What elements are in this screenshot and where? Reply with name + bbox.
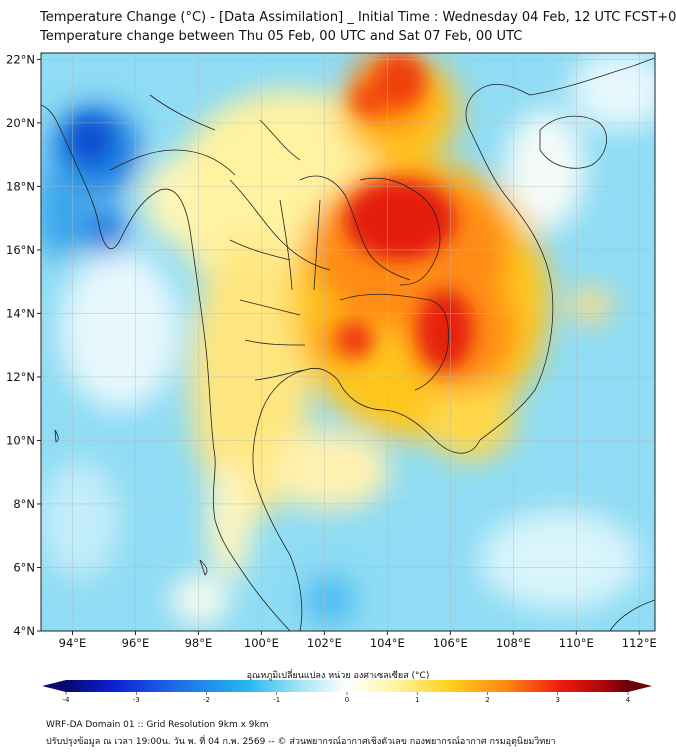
- lon-label: 110°E: [559, 636, 594, 650]
- colorbar-tick-label: 0: [345, 696, 349, 704]
- map-subtitle: Temperature change between Thu 05 Feb, 0…: [40, 29, 523, 44]
- lat-label: 10°N: [6, 433, 35, 447]
- lon-label: 102°E: [307, 636, 342, 650]
- lon-label: 106°E: [433, 636, 468, 650]
- colorbar-min-extend: [42, 680, 66, 692]
- lat-label: 14°N: [6, 306, 35, 320]
- colorbar-tick-label: -3: [133, 696, 140, 704]
- lat-label: 12°N: [6, 370, 35, 384]
- colorbar-tick-label: -1: [273, 696, 280, 704]
- lat-label: 4°N: [13, 624, 35, 638]
- map-title: Temperature Change (°C) - [Data Assimila…: [40, 10, 676, 25]
- colorbar-tick-label: -4: [63, 696, 71, 704]
- longitude-labels: 94°E 96°E 98°E 100°E 102°E 104°E 106°E 108°E 110…: [59, 631, 657, 650]
- colorbar-tick-label: -2: [203, 696, 210, 704]
- coastlines-and-borders: [41, 57, 655, 631]
- map-frame: [40, 52, 656, 632]
- lon-label: 112°E: [622, 636, 657, 650]
- colorbar-max-extend: [628, 680, 652, 692]
- colorbar-tick-label: 4: [626, 696, 631, 704]
- colorbar-tick-label: 2: [485, 696, 489, 704]
- colorbar-ramp: [66, 680, 628, 692]
- model-info: WRF-DA Domain 01 :: Grid Resolution 9km …: [46, 720, 269, 730]
- colorbar-label: อุณหภูมิเปลี่ยนแปลง หน่วย องศาเซลเซียส (…: [246, 671, 430, 681]
- credit-line: ปรับปรุงข้อมูล ณ เวลา 19:00น. วัน พ. ที่…: [46, 737, 556, 747]
- colorbar: -4 -3 -2 -1 0 1 2 3 4: [42, 680, 652, 704]
- lon-label: 108°E: [496, 636, 531, 650]
- lon-label: 104°E: [370, 636, 405, 650]
- lat-label: 16°N: [6, 243, 35, 257]
- lat-label: 8°N: [13, 497, 35, 511]
- lon-label: 96°E: [122, 636, 150, 650]
- lat-label: 6°N: [13, 560, 35, 574]
- colorbar-tick-label: 1: [415, 696, 419, 704]
- graticule: [41, 53, 655, 631]
- colorbar-tick-label: 3: [556, 696, 560, 704]
- lat-label: 22°N: [6, 52, 35, 66]
- temperature-field: [41, 53, 655, 631]
- lon-label: 100°E: [244, 636, 279, 650]
- lat-label: 18°N: [6, 179, 35, 193]
- lat-label: 20°N: [6, 116, 35, 130]
- lon-label: 94°E: [59, 636, 87, 650]
- lon-label: 98°E: [185, 636, 213, 650]
- latitude-labels: 22°N 20°N 18°N 16°N 14°N 12°N 10°N 8°N 6°N 4°N: [6, 52, 41, 638]
